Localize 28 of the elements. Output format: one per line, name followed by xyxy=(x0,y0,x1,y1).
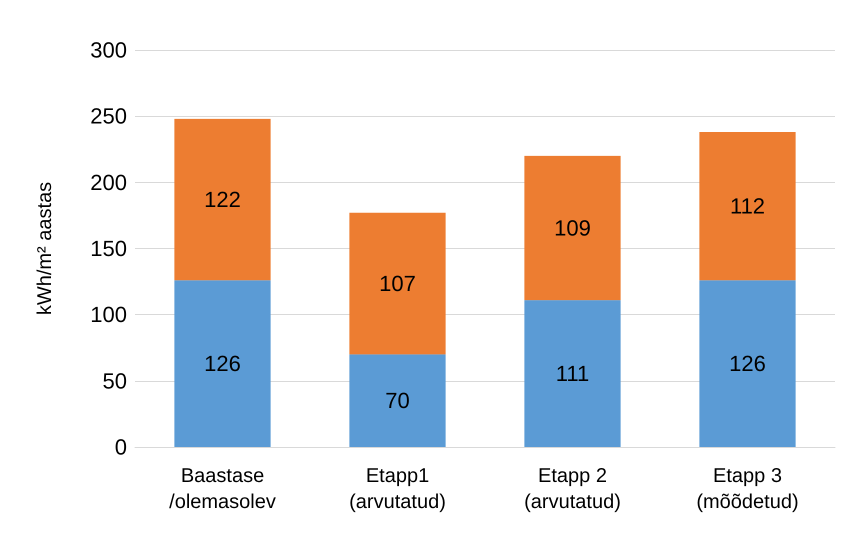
y-tick-label: 0 xyxy=(114,434,127,460)
data-label: 111 xyxy=(556,361,590,386)
bar xyxy=(349,354,446,447)
data-label: 112 xyxy=(730,194,766,219)
x-tick-label: Baastase /olemasolev xyxy=(169,465,276,513)
y-tick-label: 150 xyxy=(90,236,127,261)
bar xyxy=(699,280,796,447)
data-label: 126 xyxy=(204,351,241,376)
y-tick-label: 50 xyxy=(102,368,127,394)
y-tick-label: 200 xyxy=(90,170,127,195)
data-label: 126 xyxy=(729,351,766,376)
data-label: 122 xyxy=(204,187,241,212)
y-tick-label: 250 xyxy=(90,104,127,129)
data-label: 109 xyxy=(554,215,591,240)
data-label: 107 xyxy=(379,271,416,296)
x-tick-label: Etapp 2 (arvutatud) xyxy=(524,465,621,513)
bar xyxy=(699,132,796,280)
bar xyxy=(174,280,271,447)
y-tick-label: 300 xyxy=(90,38,127,62)
y-tick-label: 100 xyxy=(90,302,127,328)
y-axis-title: kWh/m² aastas xyxy=(34,182,56,316)
bar xyxy=(524,156,621,300)
bar xyxy=(349,212,446,354)
data-label: 70 xyxy=(385,388,410,414)
x-tick-label: Etapp 3 (mõõdetud) xyxy=(696,465,799,513)
bar xyxy=(174,118,271,280)
x-tick-label: Etapp1 (arvutatud) xyxy=(349,465,446,513)
bar xyxy=(524,300,621,447)
